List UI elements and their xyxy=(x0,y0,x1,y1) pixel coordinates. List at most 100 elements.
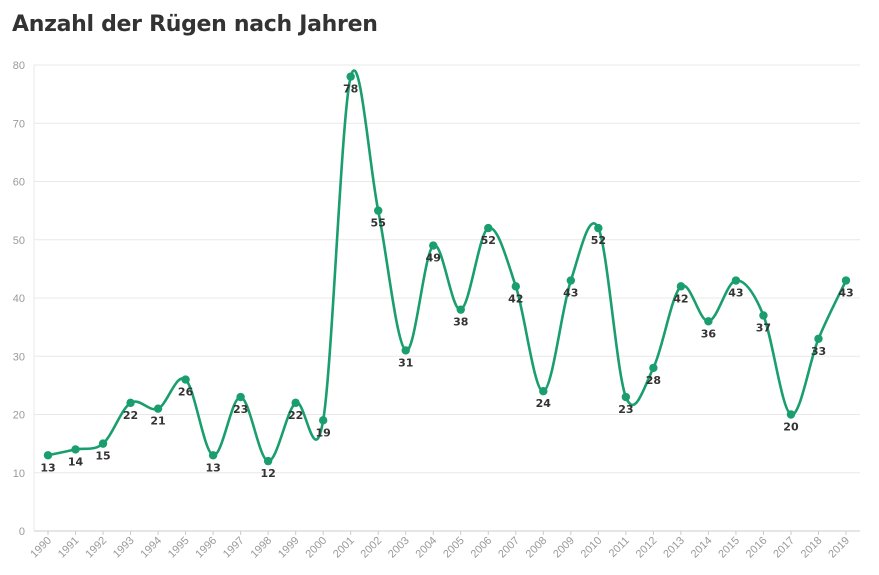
data-label: 22 xyxy=(123,409,138,422)
data-label: 14 xyxy=(68,455,84,468)
data-label: 22 xyxy=(288,409,303,422)
data-label: 15 xyxy=(95,450,110,463)
grid-lines xyxy=(33,64,860,532)
data-point xyxy=(814,334,823,343)
x-tick-label: 2007 xyxy=(496,535,522,561)
data-point xyxy=(429,241,438,250)
data-point xyxy=(676,282,686,291)
data-point xyxy=(236,392,245,402)
data-label: 55 xyxy=(371,217,386,230)
y-tick-label: 10 xyxy=(13,468,25,480)
x-tick-label: 1991 xyxy=(56,535,82,561)
data-point xyxy=(126,398,135,408)
x-tick-label: 2008 xyxy=(524,535,550,561)
data-points xyxy=(43,72,851,466)
data-point xyxy=(621,392,631,402)
x-tick-label: 1990 xyxy=(28,535,54,561)
data-point xyxy=(649,363,658,373)
x-tick-label: 1996 xyxy=(193,535,219,561)
y-axis-ticks: 0 10 20 30 40 50 60 70 80 xyxy=(13,60,25,538)
data-point xyxy=(208,451,218,460)
data-point xyxy=(456,305,465,314)
data-point xyxy=(346,72,355,81)
data-label: 36 xyxy=(701,327,717,340)
data-label: 20 xyxy=(783,421,799,434)
data-label: 52 xyxy=(591,234,606,247)
data-point xyxy=(263,456,273,466)
data-point xyxy=(374,206,383,215)
data-label: 78 xyxy=(343,83,358,96)
x-tick-label: 1994 xyxy=(138,535,164,561)
data-label: 38 xyxy=(453,316,468,329)
data-label: 43 xyxy=(838,287,853,300)
y-tick-label: 60 xyxy=(13,177,25,189)
data-point xyxy=(153,404,163,413)
x-tick-label: 2003 xyxy=(386,535,412,561)
x-tick-label: 1995 xyxy=(166,535,192,561)
y-tick-label: 40 xyxy=(13,293,25,305)
data-point xyxy=(318,416,328,425)
data-labels: 13 14 15 22 21 26 13 23 12 22 19 78 55 31 49 38 52 42 24 43… xyxy=(40,83,853,480)
data-label: 43 xyxy=(728,287,743,300)
data-point xyxy=(566,276,576,285)
x-tick-label: 2000 xyxy=(303,535,329,561)
data-point xyxy=(704,317,713,326)
x-tick-label: 2019 xyxy=(826,535,852,561)
data-label: 19 xyxy=(316,426,331,439)
x-tick-label: 1999 xyxy=(276,535,302,561)
x-tick-label: 1997 xyxy=(221,535,247,561)
x-tick-label: 2001 xyxy=(331,535,357,561)
data-label: 52 xyxy=(481,234,496,247)
x-tick-label: 2013 xyxy=(661,535,687,561)
data-label: 13 xyxy=(205,461,220,474)
y-tick-label: 70 xyxy=(13,118,25,130)
data-label: 21 xyxy=(150,415,165,428)
y-tick-label: 30 xyxy=(13,351,25,363)
x-tick-label: 2006 xyxy=(469,535,495,561)
x-tick-label: 2015 xyxy=(716,535,742,561)
data-point xyxy=(181,375,190,384)
x-tick-label: 2017 xyxy=(771,535,797,561)
x-tick-label: 2004 xyxy=(414,535,440,561)
data-label: 23 xyxy=(233,403,248,416)
x-tick-label: 2016 xyxy=(744,535,770,561)
data-point xyxy=(511,282,520,291)
data-point xyxy=(71,445,80,454)
y-tick-label: 0 xyxy=(19,526,25,538)
data-point xyxy=(401,346,410,355)
x-tick-label: 2012 xyxy=(634,535,660,561)
data-label: 23 xyxy=(618,403,633,416)
data-point xyxy=(539,387,548,396)
x-tick-label: 2011 xyxy=(607,535,632,560)
chart-title: Anzahl der Rügen nach Jahren xyxy=(12,12,378,37)
x-tick-label: 2010 xyxy=(579,535,605,561)
data-label: 28 xyxy=(646,374,661,387)
data-point xyxy=(731,276,741,285)
y-tick-label: 50 xyxy=(13,235,25,247)
data-label: 42 xyxy=(508,292,523,305)
y-tick-label: 80 xyxy=(13,60,25,72)
data-label: 49 xyxy=(426,252,441,265)
data-label: 42 xyxy=(673,292,688,305)
data-point xyxy=(484,223,493,233)
series-line xyxy=(46,69,848,463)
y-tick-label: 20 xyxy=(13,410,25,422)
data-point xyxy=(841,276,851,285)
x-tick-label: 2002 xyxy=(359,535,385,561)
data-point xyxy=(98,439,108,448)
x-tick-label: 2009 xyxy=(551,535,577,561)
data-point xyxy=(291,398,300,408)
x-axis-ticks: 1990 1991 1992 1993 1994 1995 1996 1997 1998 1999… xyxy=(28,531,852,560)
data-point xyxy=(594,223,603,233)
x-tick-label: 2014 xyxy=(689,535,715,561)
data-label: 33 xyxy=(811,345,826,358)
data-label: 26 xyxy=(178,386,194,399)
data-label: 24 xyxy=(536,397,552,410)
x-tick-label: 1993 xyxy=(111,535,137,561)
x-tick-label: 2018 xyxy=(799,535,825,561)
x-tick-label: 2005 xyxy=(441,535,467,561)
data-label: 43 xyxy=(563,287,578,300)
data-point xyxy=(759,311,768,320)
data-label: 12 xyxy=(260,467,275,480)
data-point xyxy=(786,410,796,419)
